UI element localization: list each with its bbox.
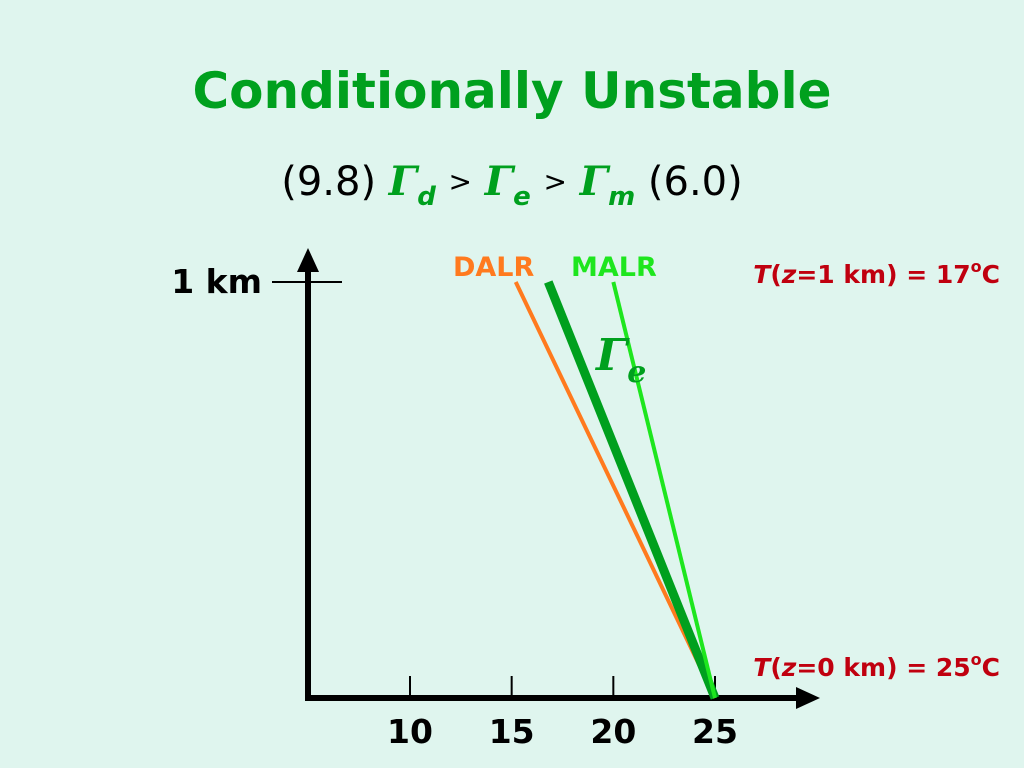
- slide-subtitle: (9.8) Γd > Γe > Γm (6.0): [0, 158, 1024, 212]
- bottom-temperature-annotation: T(z=0 km) = 25oC: [753, 650, 1000, 682]
- x-axis-arrow: [796, 687, 820, 709]
- top-temperature-annotation: T(z=1 km) = 17oC: [753, 257, 1000, 289]
- dalr-value: (9.8): [281, 159, 377, 205]
- x-tick-label-10: 10: [387, 712, 433, 751]
- slide-title: Conditionally Unstable: [192, 62, 832, 120]
- gamma-d-subscript: d: [417, 182, 436, 212]
- y-tick-label-1km: 1 km: [171, 262, 262, 301]
- environmental-line: [544, 280, 720, 700]
- malr-label: MALR: [571, 252, 657, 283]
- gamma-e-subscript: e: [513, 182, 531, 212]
- x-tick-label-15: 15: [489, 712, 535, 751]
- gamma-m-subscript: m: [608, 182, 636, 212]
- dalr-label: DALR: [453, 252, 535, 283]
- gamma-e-annotation: Γe: [594, 330, 646, 390]
- greater-than-1: >: [448, 165, 473, 198]
- gamma-d-symbol: Γ: [388, 158, 418, 205]
- x-tick-label-25: 25: [692, 712, 738, 751]
- y-axis-arrow: [297, 248, 319, 272]
- malr-value: (6.0): [647, 159, 743, 205]
- malr-line: [611, 281, 717, 699]
- dalr-line: [513, 281, 717, 699]
- gamma-e-symbol: Γ: [484, 158, 514, 205]
- x-tick-label-20: 20: [590, 712, 636, 751]
- greater-than-2: >: [543, 165, 567, 198]
- x-ticks: 10 15 20 25: [387, 676, 738, 751]
- series-lines: [513, 280, 720, 700]
- gamma-e-annotation-subscript: e: [627, 355, 646, 390]
- gamma-m-symbol: Γ: [579, 158, 609, 205]
- gamma-e-annotation-symbol: Γ: [594, 330, 630, 381]
